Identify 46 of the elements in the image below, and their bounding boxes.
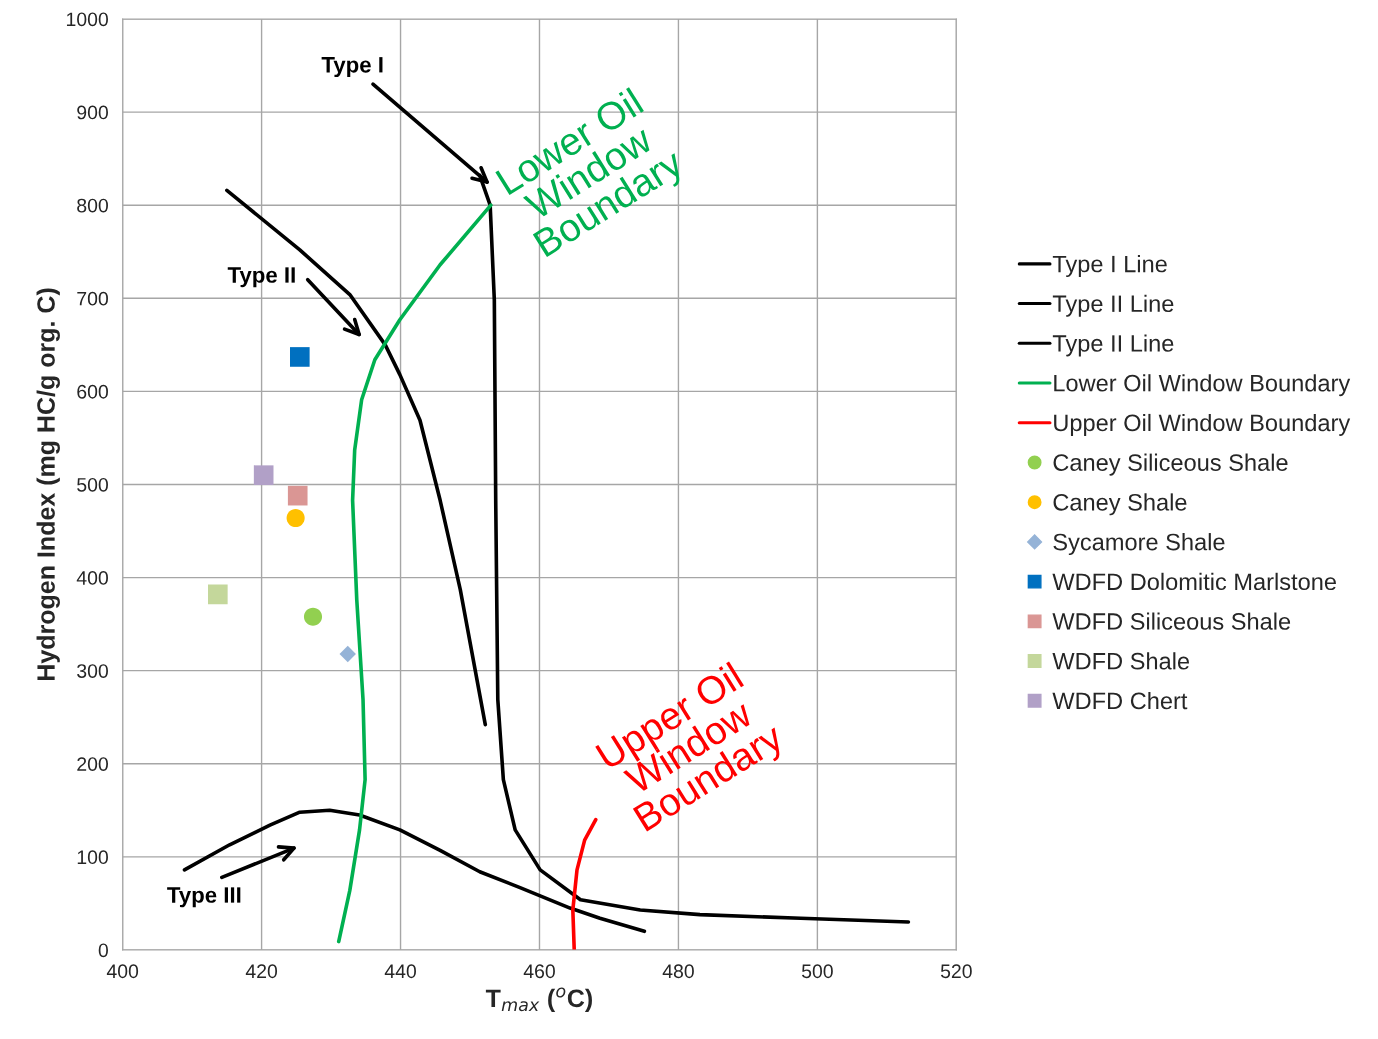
- y-tick-label: 300: [77, 664, 108, 678]
- legend-label: WDFD Shale: [1052, 652, 1190, 670]
- x-tick-label: 440: [384, 964, 416, 979]
- point: [208, 584, 228, 605]
- point: [286, 508, 305, 528]
- x-axis-title: T$_{max}$ ($^{o}$C): [485, 987, 592, 1013]
- point: [253, 465, 274, 485]
- y-tick-label: 700: [77, 291, 108, 306]
- y-tick-label: 1000: [66, 12, 108, 27]
- y-tick-label: 600: [77, 384, 108, 399]
- point: [289, 347, 310, 367]
- annotation: Type II: [227, 267, 295, 288]
- line-series: [336, 203, 493, 944]
- y-tick-label: 0: [98, 943, 108, 958]
- point: [287, 485, 308, 506]
- legend-label: Type II Line: [1052, 334, 1174, 357]
- legend-label: Caney Siliceous Shale: [1053, 453, 1288, 476]
- legend-label: WDFD Dolomitic Marlstone: [1052, 572, 1336, 591]
- annotation: Type I: [321, 57, 383, 78]
- line-series: [571, 817, 598, 950]
- x-tick-label: 480: [662, 964, 694, 979]
- point: [303, 607, 323, 626]
- legend-label: Caney Shale: [1053, 493, 1187, 516]
- y-tick-label: 100: [77, 850, 108, 865]
- y-tick-label: 500: [77, 477, 108, 492]
- legend-label: Sycamore Shale: [1053, 533, 1225, 556]
- y-tick-label: 900: [77, 105, 108, 120]
- y-axis-title: Hydrogen Index (mg HC/g org. C): [36, 288, 60, 681]
- x-tick-label: 460: [523, 964, 555, 979]
- point: [470, 165, 489, 184]
- x-tick-label: 400: [106, 964, 139, 979]
- legend-label: WDFD Siliceous Shale: [1052, 612, 1291, 630]
- y-tick-label: 200: [77, 757, 108, 772]
- legend-label: Upper Oil Window Boundary: [1054, 413, 1351, 436]
- y-tick-label: 400: [76, 571, 108, 585]
- legend-label: Type I Line: [1052, 255, 1167, 278]
- y-tick-label: 800: [77, 198, 108, 213]
- line-series: [225, 188, 488, 727]
- x-tick-label: 520: [940, 964, 972, 979]
- point: [339, 645, 356, 663]
- annotation: Type III: [167, 887, 241, 908]
- x-tick-label: 420: [245, 964, 278, 979]
- legend-label: Lower Oil Window Boundary: [1054, 374, 1351, 397]
- x-tick-label: 500: [801, 964, 833, 979]
- legend-label: Type II Line: [1052, 294, 1174, 317]
- legend-label: WDFD Chert: [1052, 691, 1188, 710]
